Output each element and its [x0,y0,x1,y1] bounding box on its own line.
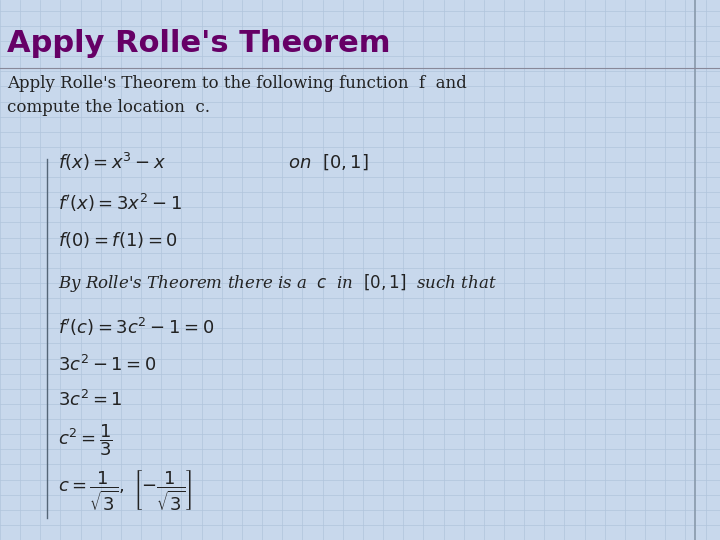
Text: $f(x) = x^3 - x$: $f(x) = x^3 - x$ [58,151,166,173]
Text: $on  \ \ [0, 1]$: $on \ \ [0, 1]$ [288,152,369,172]
Text: $f'(c) = 3c^2 - 1 = 0$: $f'(c) = 3c^2 - 1 = 0$ [58,316,214,338]
Text: $c = \dfrac{1}{\sqrt{3}},\ \left[-\dfrac{1}{\sqrt{3}}\right]$: $c = \dfrac{1}{\sqrt{3}},\ \left[-\dfrac… [58,469,192,514]
Text: $3c^2 - 1 = 0$: $3c^2 - 1 = 0$ [58,354,156,375]
Text: By Rolle's Theorem there is a  $c$  in  $[0, 1]$  such that: By Rolle's Theorem there is a $c$ in $[0… [58,273,497,294]
Text: Apply Rolle's Theorem: Apply Rolle's Theorem [7,29,391,58]
Text: $3c^2 = 1$: $3c^2 = 1$ [58,389,122,410]
Text: $f(0) = f(1) = 0$: $f(0) = f(1) = 0$ [58,230,178,251]
Text: Apply Rolle's Theorem to the following function  f  and: Apply Rolle's Theorem to the following f… [7,75,467,92]
Text: $f'(x) = 3x^2 - 1$: $f'(x) = 3x^2 - 1$ [58,192,181,213]
Text: compute the location  c.: compute the location c. [7,99,210,117]
Text: $c^2 = \dfrac{1}{3}$: $c^2 = \dfrac{1}{3}$ [58,422,112,458]
